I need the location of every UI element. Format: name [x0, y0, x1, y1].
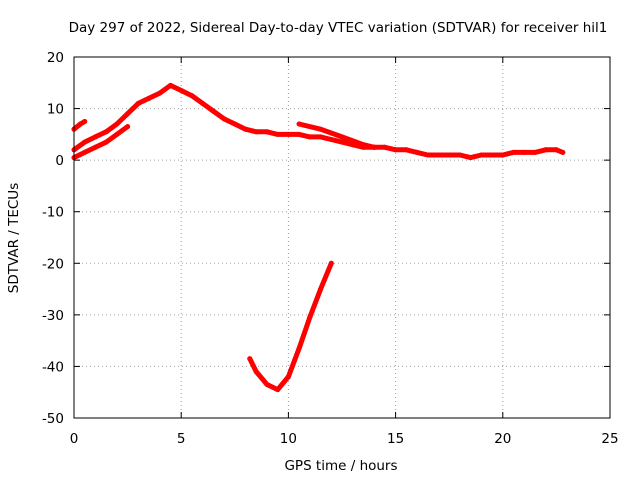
data-point — [232, 121, 238, 127]
data-point — [285, 374, 291, 380]
data-point — [264, 129, 270, 135]
data-point — [253, 129, 259, 135]
data-point — [318, 286, 324, 292]
y-tick-label: -40 — [42, 359, 64, 375]
data-point — [318, 126, 324, 132]
data-point — [360, 142, 366, 148]
data-point — [168, 82, 173, 88]
data-point — [328, 260, 334, 266]
data-point — [296, 121, 302, 127]
y-tick-label: -30 — [42, 308, 64, 324]
axis-ticks — [73, 56, 611, 419]
data-point — [339, 139, 345, 145]
data-point — [189, 93, 195, 99]
x-tick-label: 10 — [280, 431, 297, 447]
data-point — [436, 152, 441, 158]
data-point — [146, 95, 152, 101]
data-point — [307, 134, 313, 140]
grid — [74, 57, 610, 418]
data-point — [82, 139, 88, 145]
data-point — [414, 149, 420, 155]
x-tick-label: 20 — [494, 431, 511, 447]
y-tick-label: -20 — [42, 256, 64, 272]
data-point — [103, 129, 109, 135]
data-point — [307, 314, 313, 320]
data-point — [92, 144, 98, 150]
data-series — [71, 82, 566, 393]
data-point — [92, 134, 98, 140]
data-point — [221, 116, 227, 122]
data-point — [125, 124, 131, 130]
data-point — [339, 134, 345, 140]
data-point — [371, 144, 377, 150]
x-axis-label: GPS time / hours — [284, 458, 397, 474]
data-point — [318, 134, 324, 140]
data-point — [82, 149, 88, 155]
x-tick-label: 5 — [177, 431, 186, 447]
data-point — [103, 139, 109, 145]
data-point — [296, 345, 302, 351]
series-main-track — [71, 82, 566, 161]
data-point — [114, 131, 120, 137]
data-point — [264, 382, 270, 387]
data-point — [468, 155, 474, 161]
y-tick-label: 20 — [47, 50, 64, 66]
data-point — [135, 100, 141, 106]
data-point — [200, 100, 206, 106]
data-point — [560, 149, 566, 155]
y-tick-label: -50 — [42, 411, 64, 427]
data-point — [393, 147, 399, 153]
data-point — [382, 144, 388, 150]
data-point — [296, 131, 302, 137]
x-tick-label: 0 — [70, 431, 79, 447]
series-v-shaped-track — [247, 260, 334, 393]
data-point — [285, 131, 291, 137]
data-point — [157, 90, 163, 96]
plot-frame — [73, 56, 611, 419]
y-axis-label: SDTVAR / TECUs — [6, 183, 22, 293]
data-point — [210, 108, 216, 114]
data-point — [77, 121, 83, 127]
data-point — [125, 111, 131, 117]
data-point — [478, 152, 484, 158]
y-tick-label: -10 — [42, 205, 64, 221]
data-point — [457, 152, 463, 158]
y-tick-label: 10 — [47, 102, 64, 118]
data-point — [275, 131, 281, 137]
x-tick-label: 25 — [601, 431, 618, 447]
x-tick-labels: 0 5 10 15 20 25 — [70, 431, 619, 447]
data-point — [247, 356, 253, 362]
data-point — [82, 119, 88, 124]
data-point — [446, 152, 452, 158]
data-point — [253, 369, 259, 375]
data-point — [553, 147, 559, 153]
data-point — [425, 152, 431, 158]
y-tick-label: 0 — [55, 153, 64, 169]
data-point — [403, 147, 409, 153]
data-point — [543, 147, 549, 153]
data-point — [521, 149, 527, 155]
data-point — [178, 88, 184, 93]
data-point — [532, 149, 538, 155]
data-point — [275, 387, 281, 393]
data-point — [114, 121, 120, 127]
data-point — [500, 152, 506, 158]
data-point — [511, 149, 516, 155]
data-point — [243, 126, 248, 132]
y-tick-labels: -50 -40 -30 -20 -10 0 10 20 — [42, 50, 64, 427]
data-point — [489, 152, 495, 158]
x-tick-label: 15 — [387, 431, 404, 447]
chart-title: Day 297 of 2022, Sidereal Day-to-day VTE… — [69, 20, 608, 36]
data-point — [328, 137, 334, 142]
